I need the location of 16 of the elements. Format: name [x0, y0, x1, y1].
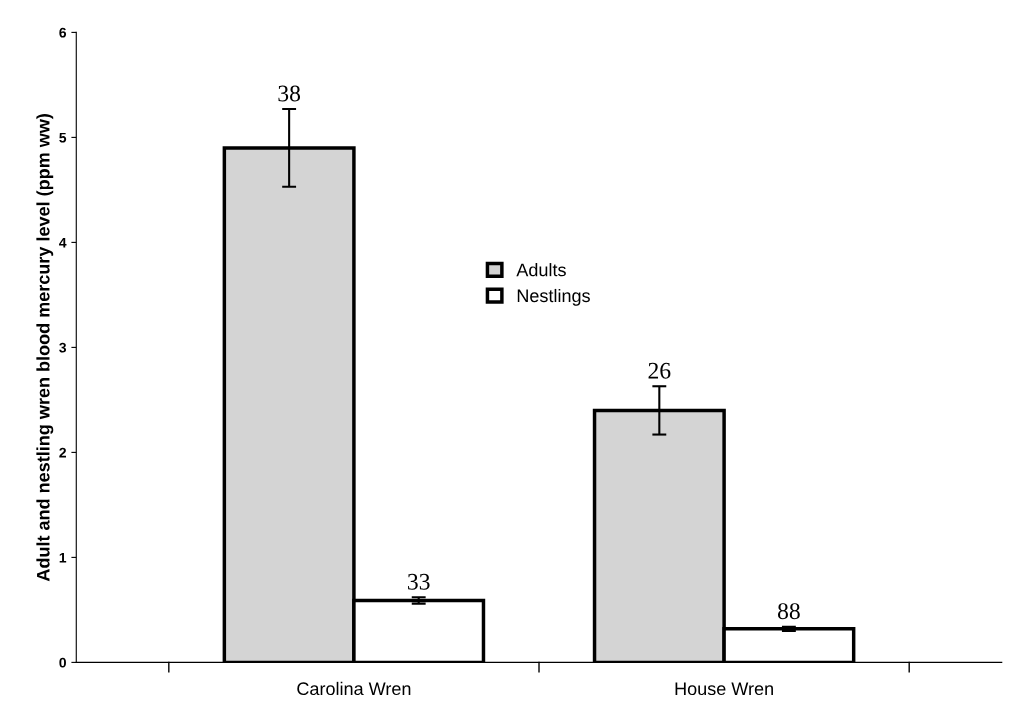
- y-tick-label: 5: [59, 132, 67, 143]
- annotation: 26: [648, 362, 671, 379]
- annotation: 38: [278, 85, 301, 102]
- x-tick-label: Carolina Wren: [297, 681, 411, 696]
- annotation: 33: [408, 573, 430, 590]
- y-tick-label: 1: [59, 552, 67, 563]
- y-tick-label: 3: [59, 342, 67, 353]
- y-tick-label: 0: [59, 657, 66, 668]
- y-axis-title: Adult and nestling wren blood mercury level (ppm ww): [36, 114, 54, 582]
- annotation: 88: [777, 603, 800, 620]
- legend-label: Adults: [516, 263, 566, 277]
- y-tick-label: 6: [59, 27, 67, 38]
- x-tick-label: House Wren: [675, 682, 773, 696]
- y-tick-label: 4: [59, 237, 67, 248]
- y-tick-label: 2: [59, 447, 66, 458]
- legend-label: Nestlings: [517, 288, 590, 306]
